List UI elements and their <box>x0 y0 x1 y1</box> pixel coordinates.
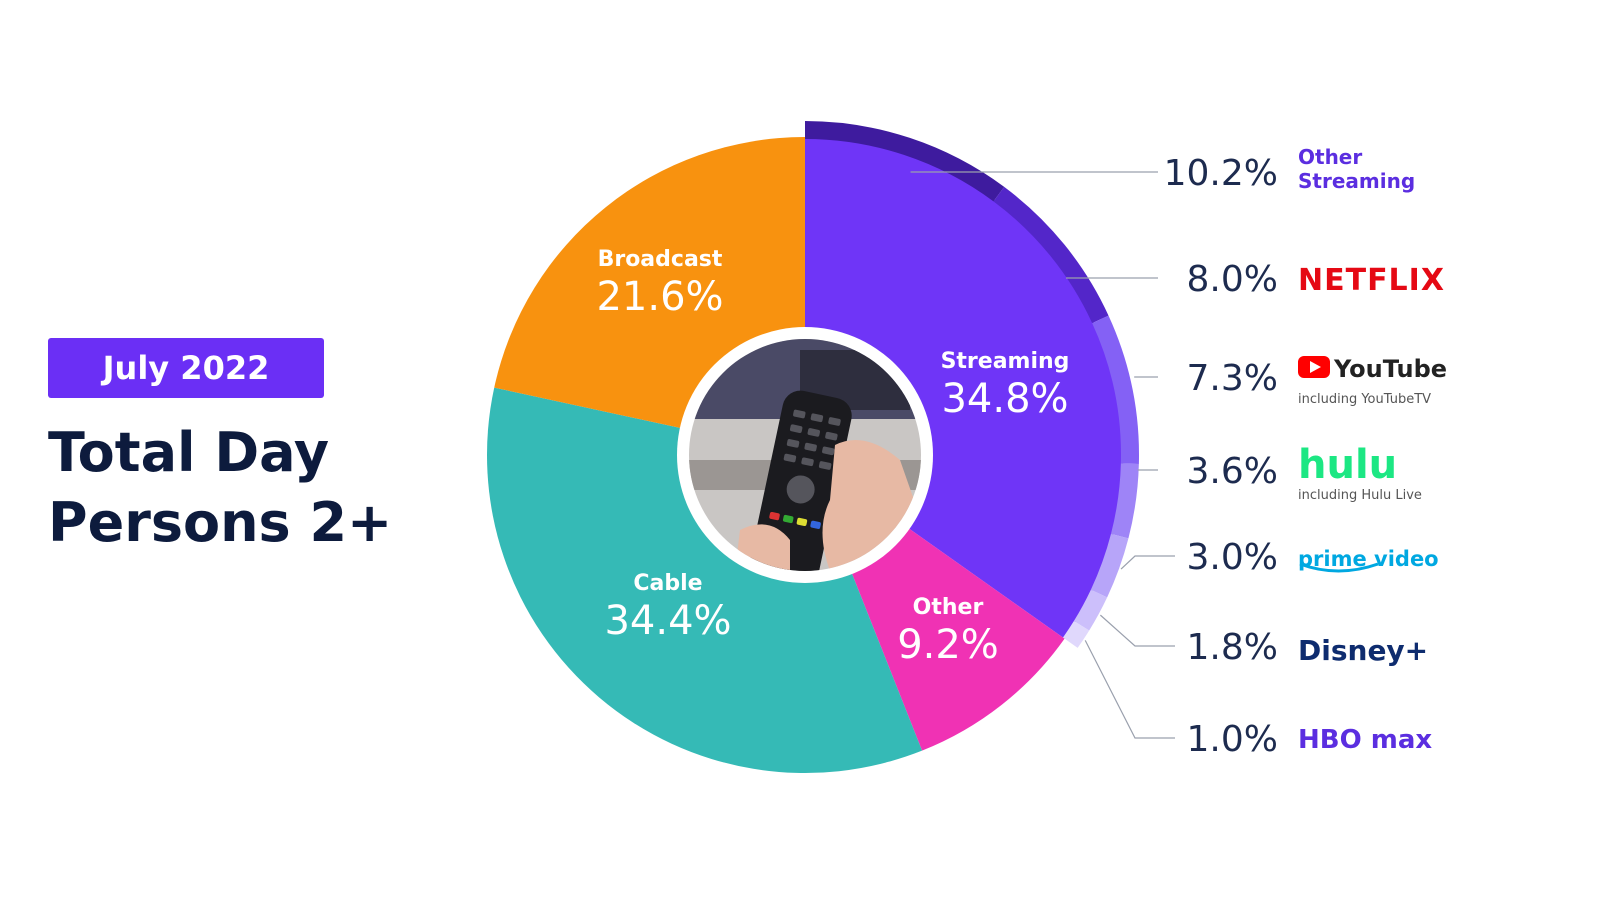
ring-segment-0 <box>805 121 1005 202</box>
slice-streaming <box>805 137 1123 639</box>
chart-title: Total Day Persons 2+ <box>48 418 392 558</box>
slice-label-broadcast: Broadcast <box>598 247 723 272</box>
legend-value-1: 8.0% <box>1187 259 1278 300</box>
legend-value-4: 3.0% <box>1187 537 1278 578</box>
slice-value-cable: 34.4% <box>604 598 731 644</box>
ring-segment-2 <box>1092 315 1140 464</box>
brand-5: Disney+ <box>1298 634 1428 667</box>
brand-2-sub: including YouTubeTV <box>1298 392 1431 407</box>
brand-3-sub: including Hulu Live <box>1298 488 1422 503</box>
legend-value-2: 7.3% <box>1187 358 1278 399</box>
leader-line-5 <box>1100 614 1175 647</box>
title-line-1: Total Day <box>48 421 330 484</box>
brand-2: YouTube <box>1333 355 1447 383</box>
slice-label-cable: Cable <box>633 571 702 596</box>
slice-value-broadcast: 21.6% <box>596 274 723 320</box>
legend-value-0: 10.2% <box>1164 153 1278 194</box>
ring-segment-4 <box>1090 533 1129 598</box>
legend-value-5: 1.8% <box>1187 627 1278 668</box>
brand-0-line2: Streaming <box>1298 169 1415 193</box>
slice-value-other: 9.2% <box>897 622 999 668</box>
slice-label-streaming: Streaming <box>941 349 1070 374</box>
ring-segment-3 <box>1110 463 1139 539</box>
ring-segment-6 <box>1062 621 1090 648</box>
legend-value-3: 3.6% <box>1187 451 1278 492</box>
ring-segment-5 <box>1073 589 1108 631</box>
leader-line-4 <box>1120 555 1175 570</box>
streaming-breakdown-ring <box>805 121 1140 648</box>
slice-label-other: Other <box>913 595 984 620</box>
slice-value-streaming: 34.8% <box>941 376 1068 422</box>
streaming-legend: 10.2%8.0%7.3%3.6%3.0%1.8%1.0%OtherStream… <box>910 145 1447 760</box>
title-line-2: Persons 2+ <box>48 491 393 554</box>
brand-3: hulu <box>1298 442 1397 488</box>
brand-0-line1: Other <box>1298 145 1362 169</box>
ring-segment-1 <box>993 186 1109 324</box>
period-badge: July 2022 <box>48 338 324 398</box>
leader-line-6 <box>1084 640 1175 739</box>
legend-value-6: 1.0% <box>1187 719 1278 760</box>
brand-6: HBO max <box>1298 725 1432 755</box>
prime-smile-icon <box>1299 562 1379 573</box>
brand-1: NETFLIX <box>1298 263 1445 298</box>
